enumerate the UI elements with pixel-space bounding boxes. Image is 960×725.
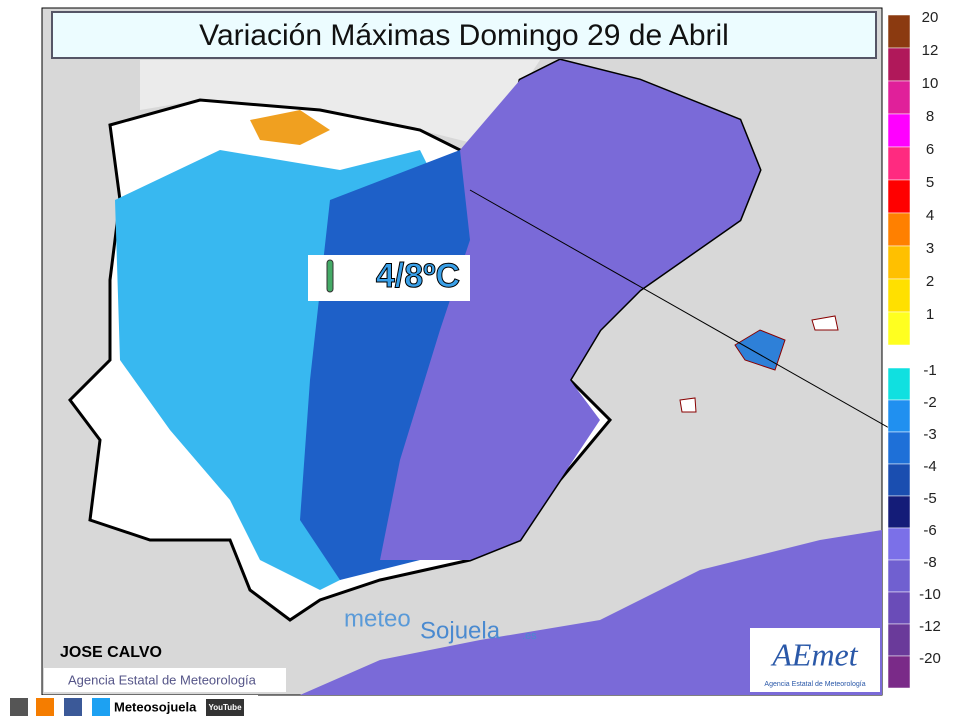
icon [36, 698, 54, 716]
logo: AEmet [770, 636, 858, 672]
legend-swatch [887, 463, 911, 497]
legend-label: -2 [923, 394, 936, 411]
legend-swatch [887, 245, 911, 280]
annotation: 4/8ºC [376, 257, 460, 295]
footer-video: YouTube [208, 703, 242, 712]
legend-label: -1 [923, 362, 936, 379]
legend-swatch [887, 146, 911, 181]
legend-label: 20 [922, 9, 939, 26]
footer-site: Meteosojuela [114, 699, 197, 714]
credit: Agencia Estatal de Meteorología [68, 672, 257, 687]
legend-label: -20 [919, 650, 941, 667]
island [679, 397, 697, 413]
legend-swatch [887, 278, 911, 313]
legend-swatch [887, 591, 911, 625]
video-icon [206, 699, 244, 716]
pointer-line [469, 189, 906, 438]
legend-swatch [887, 179, 911, 214]
legend-swatch [887, 495, 911, 529]
island [811, 315, 839, 331]
france [140, 60, 540, 150]
legend: 20 12 10 8 6 5 4 3 2 1 -1 -2 -3 -4 -5 -6 -8 -10 -12 -20 [887, 9, 941, 689]
legend-label: -5 [923, 490, 936, 507]
legend-label: -6 [923, 522, 936, 539]
icon [92, 698, 110, 716]
legend-label: 3 [926, 240, 934, 257]
legend-label: 10 [922, 75, 939, 92]
logo-box [750, 628, 880, 692]
legend-swatch [887, 623, 911, 657]
legend-swatch [887, 655, 911, 689]
zone-cool-strong [380, 60, 760, 560]
africa [300, 530, 882, 695]
legend-label: -12 [919, 618, 941, 635]
island [734, 329, 786, 371]
title: Variación Máximas Domingo 29 de Abril [199, 19, 729, 52]
legend-label: 4 [926, 207, 934, 224]
icon [10, 698, 28, 716]
legend-label: -4 [923, 458, 936, 475]
thermometer-icon [326, 259, 334, 293]
legend-label: -10 [919, 586, 941, 603]
zone-warm [250, 110, 330, 145]
watermark-sojuela: Sojuela [420, 617, 501, 644]
legend-label: 2 [926, 273, 934, 290]
legend-swatch [887, 311, 911, 346]
legend-swatch [887, 80, 911, 115]
legend-label: 1 [926, 306, 934, 323]
legend-label: 8 [926, 108, 934, 125]
legend-swatch [887, 399, 911, 433]
watermark-meteo: meteo [344, 605, 411, 632]
legend-label: 5 [926, 174, 934, 191]
legend-swatch [887, 559, 911, 593]
legend-label: -8 [923, 554, 936, 571]
credit-box [44, 668, 286, 692]
author: JOSE CALVO [60, 644, 162, 661]
watermark-es: .es [522, 630, 537, 642]
legend-swatch [887, 14, 911, 49]
annotation-box [308, 255, 470, 301]
legend-swatch [887, 527, 911, 561]
logo-subtitle: Agencia Estatal de Meteorología [764, 681, 865, 688]
icon [64, 698, 82, 716]
legend-swatch [887, 431, 911, 465]
legend-label: 6 [926, 141, 934, 158]
legend-label: -3 [923, 426, 936, 443]
legend-swatch [887, 367, 911, 401]
legend-swatch [887, 113, 911, 148]
legend-swatch [887, 47, 911, 82]
legend-label: 12 [922, 42, 939, 59]
legend-swatch [887, 212, 911, 247]
title-box [51, 11, 877, 59]
